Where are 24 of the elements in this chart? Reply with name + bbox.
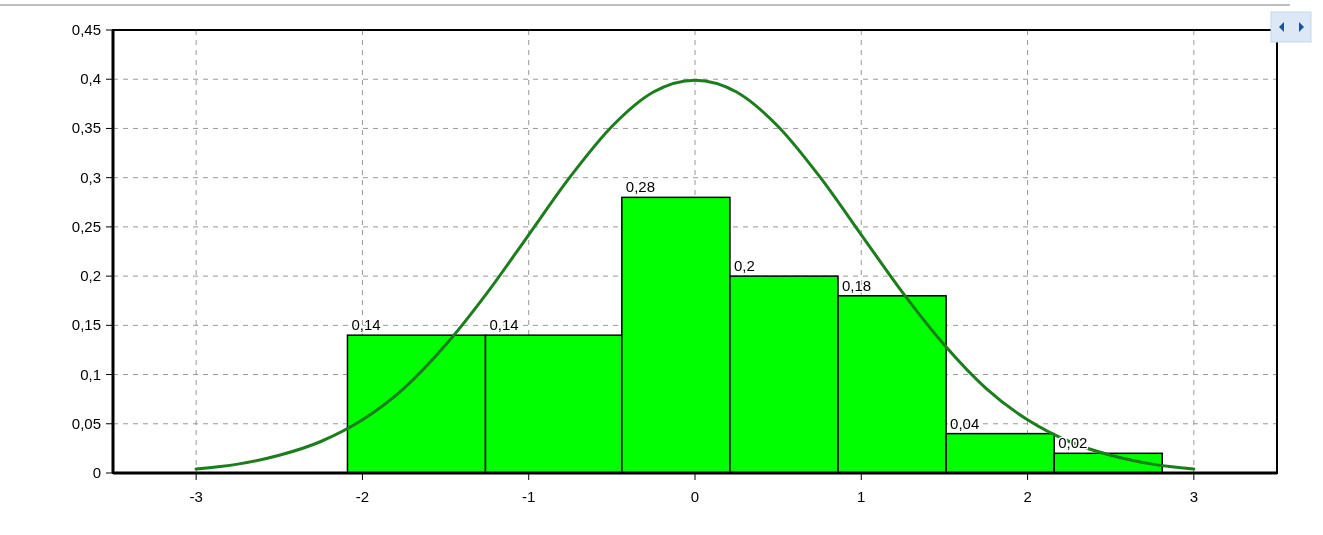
x-tick-label: -2 [355, 488, 370, 505]
y-tick-label: 0 [92, 464, 101, 481]
x-tick-label: -3 [189, 488, 203, 505]
y-tick-label: 0,15 [71, 316, 101, 334]
y-tick-label: 0,45 [71, 21, 101, 38]
x-tick-label: 2 [1023, 488, 1032, 505]
data-label: 0,04 [950, 414, 980, 432]
y-tick-label: 0,05 [71, 414, 101, 432]
data-label: 0,14 [489, 316, 519, 334]
data-label: 0,18 [842, 276, 872, 294]
x-tick-label: -1 [522, 488, 536, 505]
data-label: 0,28 [625, 178, 656, 196]
y-tick-label: 0,4 [80, 70, 101, 88]
x-tick-label: 3 [1189, 488, 1199, 505]
y-tick-label: 0,25 [71, 217, 101, 235]
y-tick-label: 0,1 [80, 365, 101, 383]
y-tick-label: 0,35 [71, 119, 101, 137]
data-label: 0,14 [351, 316, 381, 334]
y-tick-label: 0,3 [80, 168, 101, 186]
x-tick-label: 1 [857, 488, 866, 505]
data-label: 0,2 [733, 257, 755, 275]
y-tick-label: 0,2 [80, 267, 101, 285]
line-series [194, 78, 1196, 471]
x-tick-label: 0 [690, 488, 700, 505]
